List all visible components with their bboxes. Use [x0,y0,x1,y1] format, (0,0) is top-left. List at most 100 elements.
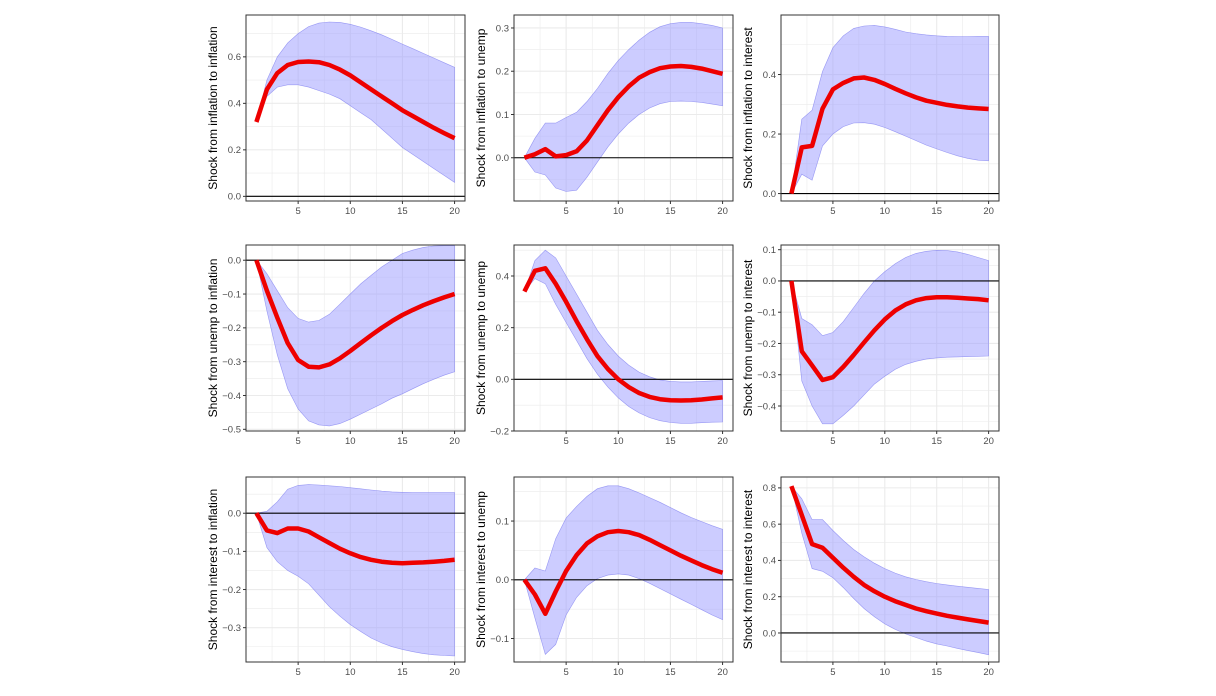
x-tick-label: 20 [717,667,728,678]
y-tick-label: 0.3 [496,23,509,34]
y-tick-label: 0.0 [496,153,509,164]
x-tick-label: 10 [613,206,624,217]
confidence-band [791,25,989,194]
irf-panel-7: 5 10 15 20 −0.3 −0.2 −0.1 0.0 Shock from interes… [206,476,466,678]
y-tick-label: −0.3 [222,623,241,634]
x-tick-label: 20 [449,436,460,447]
irf-panel-1: 5 10 15 20 0.0 0.2 0.4 0.6 Shock from inflation … [206,14,466,217]
x-tick-label: 5 [295,436,300,447]
irf-line [789,485,989,625]
x-tick-label: 20 [983,436,994,447]
y-tick-label: −0.1 [222,547,241,558]
x-tick-label: 20 [449,667,460,678]
x-tick-label: 15 [665,436,676,447]
irf-line [789,280,989,383]
y-tick-label: −0.5 [222,425,241,436]
x-tick-label: 15 [931,667,942,678]
x-tick-label: 10 [345,436,356,447]
panel-frame [513,14,734,202]
x-tick-label: 5 [295,206,300,217]
x-tick-label: 10 [613,436,624,447]
x-tick-label: 15 [665,667,676,678]
y-tick-label: −0.3 [222,357,241,368]
y-tick-label: −0.2 [222,585,241,596]
panel-frame [513,244,734,432]
panel-frame [245,476,466,663]
x-tick-label: 20 [983,206,994,217]
y-tick-label: 0.4 [496,271,509,282]
y-tick-label: 0.1 [763,245,776,256]
y-axis-title: Shock from interest to interest [741,489,755,649]
y-axis-title: Shock from inflation to inflation [206,26,220,189]
x-tick-label: 10 [613,667,624,678]
y-axis-title: Shock from unemp to inflation [206,259,220,418]
x-tick-label: 15 [397,206,408,217]
confidence-band [256,484,455,657]
y-tick-label: 0.4 [763,556,776,567]
confidence-band [791,249,989,425]
x-tick-label: 10 [880,436,891,447]
y-tick-label: −0.1 [757,308,776,319]
irf-line [789,75,989,195]
y-tick-label: 0.2 [496,67,509,78]
irf-line [522,266,723,403]
y-tick-label: 0.4 [228,99,241,110]
panel-frame [245,14,466,202]
panel-frame [513,476,734,663]
panel-frame [780,244,1000,432]
y-tick-label: 0.1 [496,516,509,527]
irf-line [254,259,456,370]
y-tick-label: 0.0 [763,628,776,639]
y-tick-label: −0.2 [490,426,509,437]
confidence-band [524,249,723,424]
y-tick-label: −0.4 [222,391,241,402]
y-tick-label: −0.1 [490,634,509,645]
x-tick-label: 10 [880,206,891,217]
x-tick-label: 5 [830,667,835,678]
y-tick-label: 0.2 [763,129,776,140]
y-tick-label: 0.0 [228,192,241,203]
x-tick-label: 15 [665,206,676,217]
x-tick-label: 10 [345,206,356,217]
x-tick-label: 5 [295,667,300,678]
x-tick-label: 15 [931,436,942,447]
irf-panel-8: 5 10 15 20 −0.1 0.0 0.1 Shock from interest to … [474,476,734,678]
y-axis-title: Shock from inflation to unemp [474,28,488,187]
y-tick-label: −0.4 [757,401,776,412]
y-tick-label: 0.1 [496,110,509,121]
x-tick-label: 15 [397,436,408,447]
y-axis-title: Shock from unemp to interest [741,259,755,416]
y-tick-label: 0.0 [496,575,509,586]
y-tick-label: 0.4 [763,70,776,81]
y-tick-label: 0.6 [763,519,776,530]
irf-line [523,63,724,160]
irf-line [522,528,724,617]
irf-line [254,59,456,141]
y-tick-label: −0.2 [222,323,241,334]
x-tick-label: 5 [563,667,568,678]
x-tick-label: 15 [931,206,942,217]
y-tick-label: −0.2 [757,339,776,350]
y-tick-label: 0.2 [496,323,509,334]
x-tick-label: 5 [563,206,568,217]
confidence-band [256,245,455,427]
x-tick-label: 20 [449,206,460,217]
y-tick-label: 0.2 [228,145,241,156]
irf-panel-2: 5 10 15 20 0.0 0.1 0.2 0.3 Shock from inflation … [474,14,734,217]
x-tick-label: 20 [983,667,994,678]
x-tick-label: 20 [717,436,728,447]
y-axis-title: Shock from interest to inflation [206,489,220,650]
irf-panel-6: 5 10 15 20 −0.4 −0.3 −0.2 −0.1 0.0 0.1 Shock from … [741,244,1000,447]
y-tick-label: −0.3 [757,370,776,381]
y-tick-label: 0.0 [763,189,776,200]
y-tick-label: 0.0 [763,276,776,287]
irf-panel-4: 5 10 15 20 −0.5 −0.4 −0.3 −0.2 −0.1 0.0 Shock from… [206,244,466,447]
y-tick-label: −0.1 [222,289,241,300]
y-tick-label: 0.2 [763,592,776,603]
y-tick-label: 0.6 [228,52,241,63]
x-tick-label: 10 [345,667,356,678]
irf-panel-3: 5 10 15 20 0.0 0.2 0.4 Shock from inflation to … [741,14,1000,217]
y-tick-label: 0.0 [496,375,509,386]
y-axis-title: Shock from unemp to unemp [474,261,488,415]
